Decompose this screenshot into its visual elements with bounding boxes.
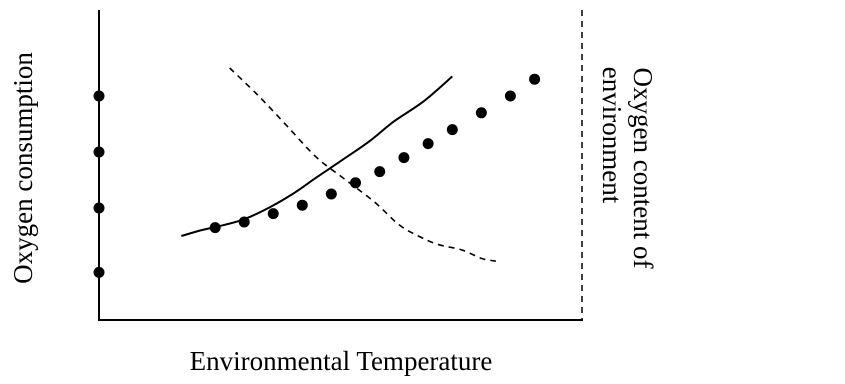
series-dashed-line: [229, 67, 497, 262]
series-solid-point-8: [398, 152, 410, 164]
y-axis-point-1: [93, 266, 105, 278]
y-axis-points: [93, 90, 105, 278]
series-solid-point-4: [296, 199, 308, 211]
series-solid-line: [181, 75, 453, 237]
y-axis-point-4: [93, 90, 105, 102]
series-solid-point-3: [267, 208, 279, 220]
series-solid-point-1: [209, 222, 221, 234]
series-solid-point-6: [350, 177, 362, 189]
series-solid-point-12: [504, 90, 516, 102]
y-axis-label: Oxygen consumption: [8, 52, 38, 284]
marker-layer: [209, 73, 541, 234]
y-axis-point-2: [93, 202, 105, 214]
series-solid-point-7: [374, 166, 386, 178]
series-solid-point-2: [238, 216, 250, 228]
series-solid-point-11: [475, 107, 487, 119]
right-axis-label-line-1: Oxygen content of: [628, 68, 658, 269]
series-solid-point-9: [422, 138, 434, 150]
series-layer: [181, 67, 497, 262]
x-axis-label: Environmental Temperature: [190, 346, 493, 376]
y-axis-point-3: [93, 146, 105, 158]
series-solid-point-13: [529, 73, 541, 85]
series-solid-point-5: [325, 188, 337, 200]
plot-axes: [98, 10, 583, 321]
series-solid-point-10: [446, 124, 458, 136]
right-axis-label-line-2: environment: [597, 67, 627, 204]
